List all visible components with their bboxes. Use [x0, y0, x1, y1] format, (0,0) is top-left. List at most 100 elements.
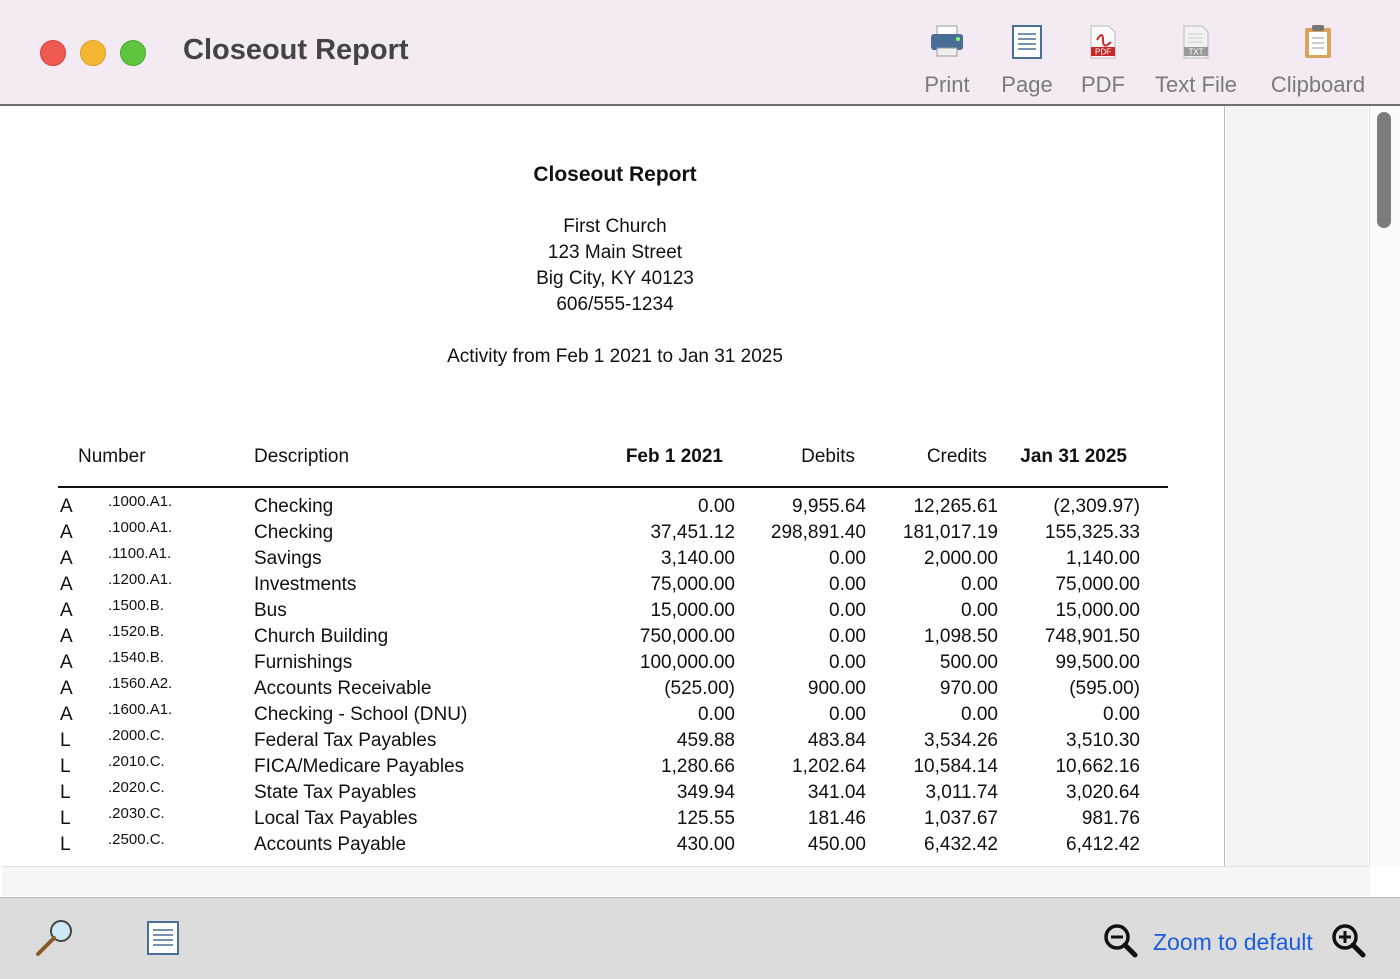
amount: 0.00: [961, 704, 998, 725]
toolbar-icons: PDF TXT: [931, 25, 1331, 59]
amount: 0.00: [829, 652, 866, 673]
account-type: L: [60, 730, 71, 751]
report-period: Activity from Feb 1 2021 to Jan 31 2025: [447, 346, 783, 367]
account-description: Investments: [254, 574, 357, 595]
amount: 1,280.66: [661, 756, 735, 777]
account-number: .2500.C.: [108, 831, 165, 848]
column-header: Credits: [926, 446, 987, 467]
amount: 181,017.19: [902, 522, 998, 543]
account-description: Accounts Payable: [254, 834, 407, 855]
amount: 0.00: [829, 600, 866, 621]
amount: 0.00: [829, 626, 866, 647]
amount: 750,000.00: [639, 626, 735, 647]
account-type: A: [60, 626, 73, 647]
amount: 1,098.50: [924, 626, 998, 647]
clipboard-icon[interactable]: [1305, 25, 1331, 58]
address-line: Big City, KY 40123: [536, 268, 694, 289]
account-description: Checking: [254, 522, 334, 543]
account-description: Checking - School (DNU): [254, 704, 468, 725]
account-description: FICA/Medicare Payables: [254, 756, 465, 777]
account-number: .2010.C.: [108, 753, 165, 770]
amount: 483.84: [807, 730, 866, 751]
account-number: .1000.A1.: [108, 519, 173, 536]
amount: (595.00): [1069, 678, 1140, 699]
amount: 430.00: [676, 834, 735, 855]
print-icon[interactable]: [931, 25, 963, 57]
account-type: A: [60, 600, 73, 621]
zoom-in-icon[interactable]: [1330, 922, 1368, 960]
amount: 125.55: [676, 808, 735, 829]
account-number: .2020.C.: [108, 779, 165, 796]
account-number: .1500.B.: [108, 597, 164, 614]
amount: 0.00: [829, 704, 866, 725]
amount: 15,000.00: [1055, 600, 1140, 621]
amount: 1,037.67: [924, 808, 998, 829]
window-title: Closeout Report: [183, 34, 409, 66]
horizontal-scroll-area: [2, 866, 1370, 896]
zoom-button[interactable]: [120, 40, 146, 66]
amount: 100,000.00: [639, 652, 735, 673]
account-description: Checking: [254, 496, 334, 517]
column-header: Jan 31 2025: [1020, 446, 1127, 467]
page-icon[interactable]: [1012, 25, 1042, 59]
amount: 970.00: [939, 678, 998, 699]
account-number: .1560.A2.: [108, 675, 173, 692]
amount: 1,202.64: [792, 756, 866, 777]
amount: 3,020.64: [1066, 782, 1140, 803]
account-number: .2000.C.: [108, 727, 165, 744]
amount: 0.00: [829, 574, 866, 595]
amount: 0.00: [829, 548, 866, 569]
amount: 9,955.64: [792, 496, 866, 517]
account-description: Church Building: [254, 626, 389, 647]
account-number: .1540.B.: [108, 649, 164, 666]
amount: 12,265.61: [913, 496, 998, 517]
close-button[interactable]: [40, 40, 66, 66]
report-page: Closeout Report First Church 123 Main Stre…: [2, 106, 1225, 866]
address-line: 123 Main Street: [547, 242, 683, 263]
toolbar-label[interactable]: PDF: [1081, 72, 1125, 97]
report-icon[interactable]: [146, 920, 182, 956]
account-description: Federal Tax Payables: [254, 730, 437, 751]
account-number: .1600.A1.: [108, 701, 173, 718]
scrollbar[interactable]: [1369, 106, 1400, 866]
amount: 450.00: [807, 834, 866, 855]
amount: 10,662.16: [1055, 756, 1140, 777]
amount: 37,451.12: [650, 522, 735, 543]
pdf-icon[interactable]: PDF: [1090, 25, 1116, 59]
account-type: A: [60, 522, 73, 543]
amount: 99,500.00: [1055, 652, 1140, 673]
text-file-icon[interactable]: TXT: [1183, 25, 1209, 59]
toolbar-label[interactable]: Page: [1001, 72, 1053, 97]
toolbar-label[interactable]: Text File: [1155, 72, 1237, 97]
title-bar: Closeout Report PDF TXT Print Page PDF Text…: [0, 0, 1400, 106]
amount: 3,534.26: [924, 730, 998, 751]
minimize-button[interactable]: [80, 40, 106, 66]
amount: 181.46: [807, 808, 866, 829]
scroll-thumb[interactable]: [1377, 112, 1391, 228]
amount: 1,140.00: [1066, 548, 1140, 569]
search-icon[interactable]: [30, 916, 80, 960]
account-type: A: [60, 678, 73, 699]
amount: 459.88: [676, 730, 735, 751]
header-rule: [58, 486, 1168, 488]
amount: 981.76: [1081, 808, 1140, 829]
address-line: 606/555-1234: [556, 294, 674, 315]
address-line: First Church: [563, 216, 667, 237]
account-type: A: [60, 704, 73, 725]
account-type: A: [60, 652, 73, 673]
amount: 155,325.33: [1044, 522, 1140, 543]
account-number: .1000.A1.: [108, 493, 173, 510]
zoom-default-link[interactable]: Zoom to default: [1153, 929, 1313, 955]
amount: 349.94: [676, 782, 735, 803]
amount: 0.00: [698, 496, 735, 517]
amount: 3,510.30: [1066, 730, 1140, 751]
amount: 75,000.00: [1055, 574, 1140, 595]
zoom-out-icon[interactable]: [1102, 922, 1140, 960]
toolbar-label[interactable]: Print: [924, 72, 970, 97]
account-number: .1200.A1.: [108, 571, 173, 588]
amount: 0.00: [961, 600, 998, 621]
account-number: .2030.C.: [108, 805, 165, 822]
toolbar-label[interactable]: Clipboard: [1270, 72, 1366, 97]
amount: (525.00): [664, 678, 735, 699]
